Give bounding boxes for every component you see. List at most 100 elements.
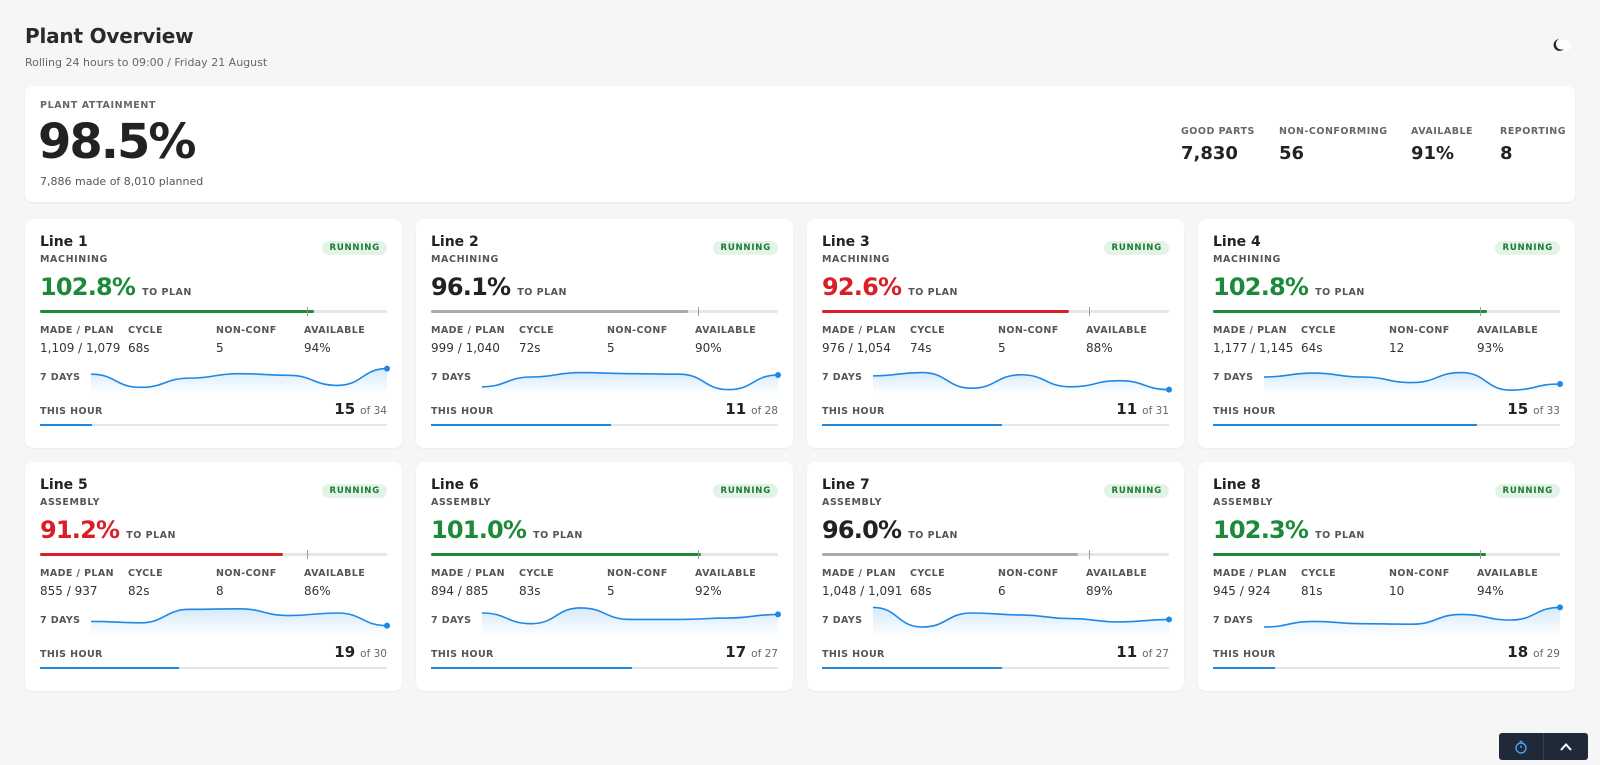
non-conf-stat: NON-CONF 5	[607, 568, 668, 598]
timer-button[interactable]	[1499, 733, 1543, 760]
made-plan-stat: MADE / PLAN 894 / 885	[431, 568, 505, 598]
kv-value: 89%	[1086, 584, 1113, 598]
cycle-stat: CYCLE 68s	[910, 568, 945, 598]
sparkline-last-point	[1557, 381, 1563, 387]
kv-label: CYCLE	[128, 325, 164, 336]
available-stat: AVAILABLE 92%	[695, 568, 756, 598]
stat-label: NON-CONFORMING	[1279, 126, 1388, 137]
kv-label: AVAILABLE	[304, 568, 366, 579]
kv-value: 5	[998, 341, 1006, 355]
to-plan-label: TO PLAN	[1315, 287, 1365, 298]
kv-label: MADE / PLAN	[1213, 568, 1287, 579]
cycle-stat: CYCLE 74s	[910, 325, 945, 355]
cycle-stat: CYCLE 81s	[1301, 568, 1336, 598]
sparkline-line	[1263, 606, 1561, 628]
to-plan-label: TO PLAN	[908, 530, 958, 541]
kv-label: MADE / PLAN	[822, 568, 896, 579]
target-marker	[306, 307, 308, 316]
hour-count: 17 of 27	[725, 643, 778, 661]
available-stat: AVAILABLE 90%	[695, 325, 756, 355]
attainment-bar-fill	[1213, 310, 1488, 313]
kv-label: MADE / PLAN	[40, 325, 114, 336]
line-name: Line 5	[40, 477, 88, 493]
line-card[interactable]: Line 7 ASSEMBLY RUNNING 96.0% TO PLAN MADE / …	[807, 462, 1184, 691]
sparkline-area	[482, 607, 778, 637]
line-card[interactable]: Line 5 ASSEMBLY RUNNING 91.2% TO PLAN MADE / …	[25, 462, 402, 691]
kv-label: CYCLE	[1301, 568, 1337, 579]
sparkline-line	[90, 367, 388, 389]
attainment-row: 92.6% TO PLAN	[822, 273, 958, 301]
hour-made: 11	[1116, 643, 1138, 661]
this-hour-label: THIS HOUR	[1213, 649, 1276, 660]
theme-toggle-button[interactable]	[1550, 36, 1572, 56]
hour-progress	[40, 667, 387, 669]
line-name: Line 1	[40, 234, 88, 250]
collapse-button[interactable]	[1543, 733, 1587, 760]
hour-progress	[822, 667, 1169, 669]
kv-label: AVAILABLE	[1086, 325, 1148, 336]
target-marker	[306, 550, 308, 559]
line-card[interactable]: Line 6 ASSEMBLY RUNNING 101.0% TO PLAN MADE /…	[416, 462, 793, 691]
line-name: Line 6	[431, 477, 479, 493]
kv-label: NON-CONF	[607, 325, 668, 336]
hour-made: 15	[334, 400, 356, 418]
kv-value: 74s	[910, 341, 932, 355]
kv-value: 1,048 / 1,091	[822, 584, 903, 598]
attainment-note: 7,886 made of 8,010 planned	[40, 175, 204, 188]
cycle-stat: CYCLE 72s	[519, 325, 554, 355]
made-plan-stat: MADE / PLAN 999 / 1,040	[431, 325, 505, 355]
seven-days-label: 7 DAYS	[822, 372, 863, 383]
line-type: MACHINING	[1213, 254, 1281, 265]
line-card[interactable]: Line 3 MACHINING RUNNING 92.6% TO PLAN MADE /…	[807, 219, 1184, 448]
non-conf-stat: NON-CONF 5	[998, 325, 1059, 355]
trend-sparkline	[90, 365, 390, 394]
status-badge: RUNNING	[1104, 241, 1169, 255]
kv-label: AVAILABLE	[304, 325, 366, 336]
kv-value: 12	[1389, 341, 1405, 355]
page-title: Plant Overview	[25, 24, 194, 48]
non-conf-stat: NON-CONF 8	[216, 568, 277, 598]
kv-value: 1,177 / 1,145	[1213, 341, 1294, 355]
available-stat: AVAILABLE 94%	[1477, 568, 1538, 598]
kv-value: 92%	[695, 584, 722, 598]
hour-target: of 28	[751, 405, 778, 417]
non-conf-stat: NON-CONF 5	[607, 325, 668, 355]
kv-value: 999 / 1,040	[431, 341, 500, 355]
hour-progress	[431, 667, 778, 669]
sparkline-last-point	[775, 611, 781, 618]
line-type: ASSEMBLY	[1213, 497, 1274, 508]
line-card[interactable]: Line 2 MACHINING RUNNING 96.1% TO PLAN MADE /…	[416, 219, 793, 448]
seven-days-label: 7 DAYS	[431, 615, 472, 626]
line-name: Line 4	[1213, 234, 1261, 250]
kv-label: AVAILABLE	[1086, 568, 1148, 579]
this-hour-label: THIS HOUR	[822, 406, 885, 417]
hour-target: of 27	[1142, 648, 1169, 660]
non-conf-stat: NON-CONF 5	[216, 325, 277, 355]
trend-sparkline	[481, 371, 781, 394]
kv-label: NON-CONF	[998, 568, 1059, 579]
hour-count: 11 of 27	[1116, 643, 1169, 661]
sparkline-last-point	[1557, 604, 1563, 611]
available-stat: AVAILABLE 94%	[304, 325, 365, 355]
kv-value: 82s	[128, 584, 150, 598]
kv-value: 72s	[519, 341, 541, 355]
line-card[interactable]: Line 4 MACHINING RUNNING 102.8% TO PLAN MADE …	[1198, 219, 1575, 448]
stat-reporting: REPORTING 8	[1500, 126, 1566, 164]
page-header: Plant Overview Rolling 24 hours to 09:00…	[25, 24, 267, 69]
attainment-bar-fill	[822, 553, 1079, 556]
stat-value: 56	[1279, 143, 1305, 164]
attainment-bar	[40, 307, 387, 316]
sparkline-area	[482, 372, 778, 394]
status-badge: RUNNING	[1495, 484, 1560, 498]
attainment-value: 98.5%	[38, 114, 197, 170]
line-card[interactable]: Line 8 ASSEMBLY RUNNING 102.3% TO PLAN MADE /…	[1198, 462, 1575, 691]
sparkline-last-point	[1166, 616, 1172, 623]
line-attainment: 91.2%	[40, 516, 120, 544]
line-card[interactable]: Line 1 MACHINING RUNNING 102.8% TO PLAN MADE …	[25, 219, 402, 448]
stat-label: GOOD PARTS	[1181, 126, 1255, 137]
stat-value: 7,830	[1181, 143, 1238, 164]
made-plan-stat: MADE / PLAN 945 / 924	[1213, 568, 1287, 598]
hour-count: 15 of 34	[334, 400, 387, 418]
kv-label: NON-CONF	[1389, 325, 1450, 336]
kv-value: 5	[607, 584, 615, 598]
